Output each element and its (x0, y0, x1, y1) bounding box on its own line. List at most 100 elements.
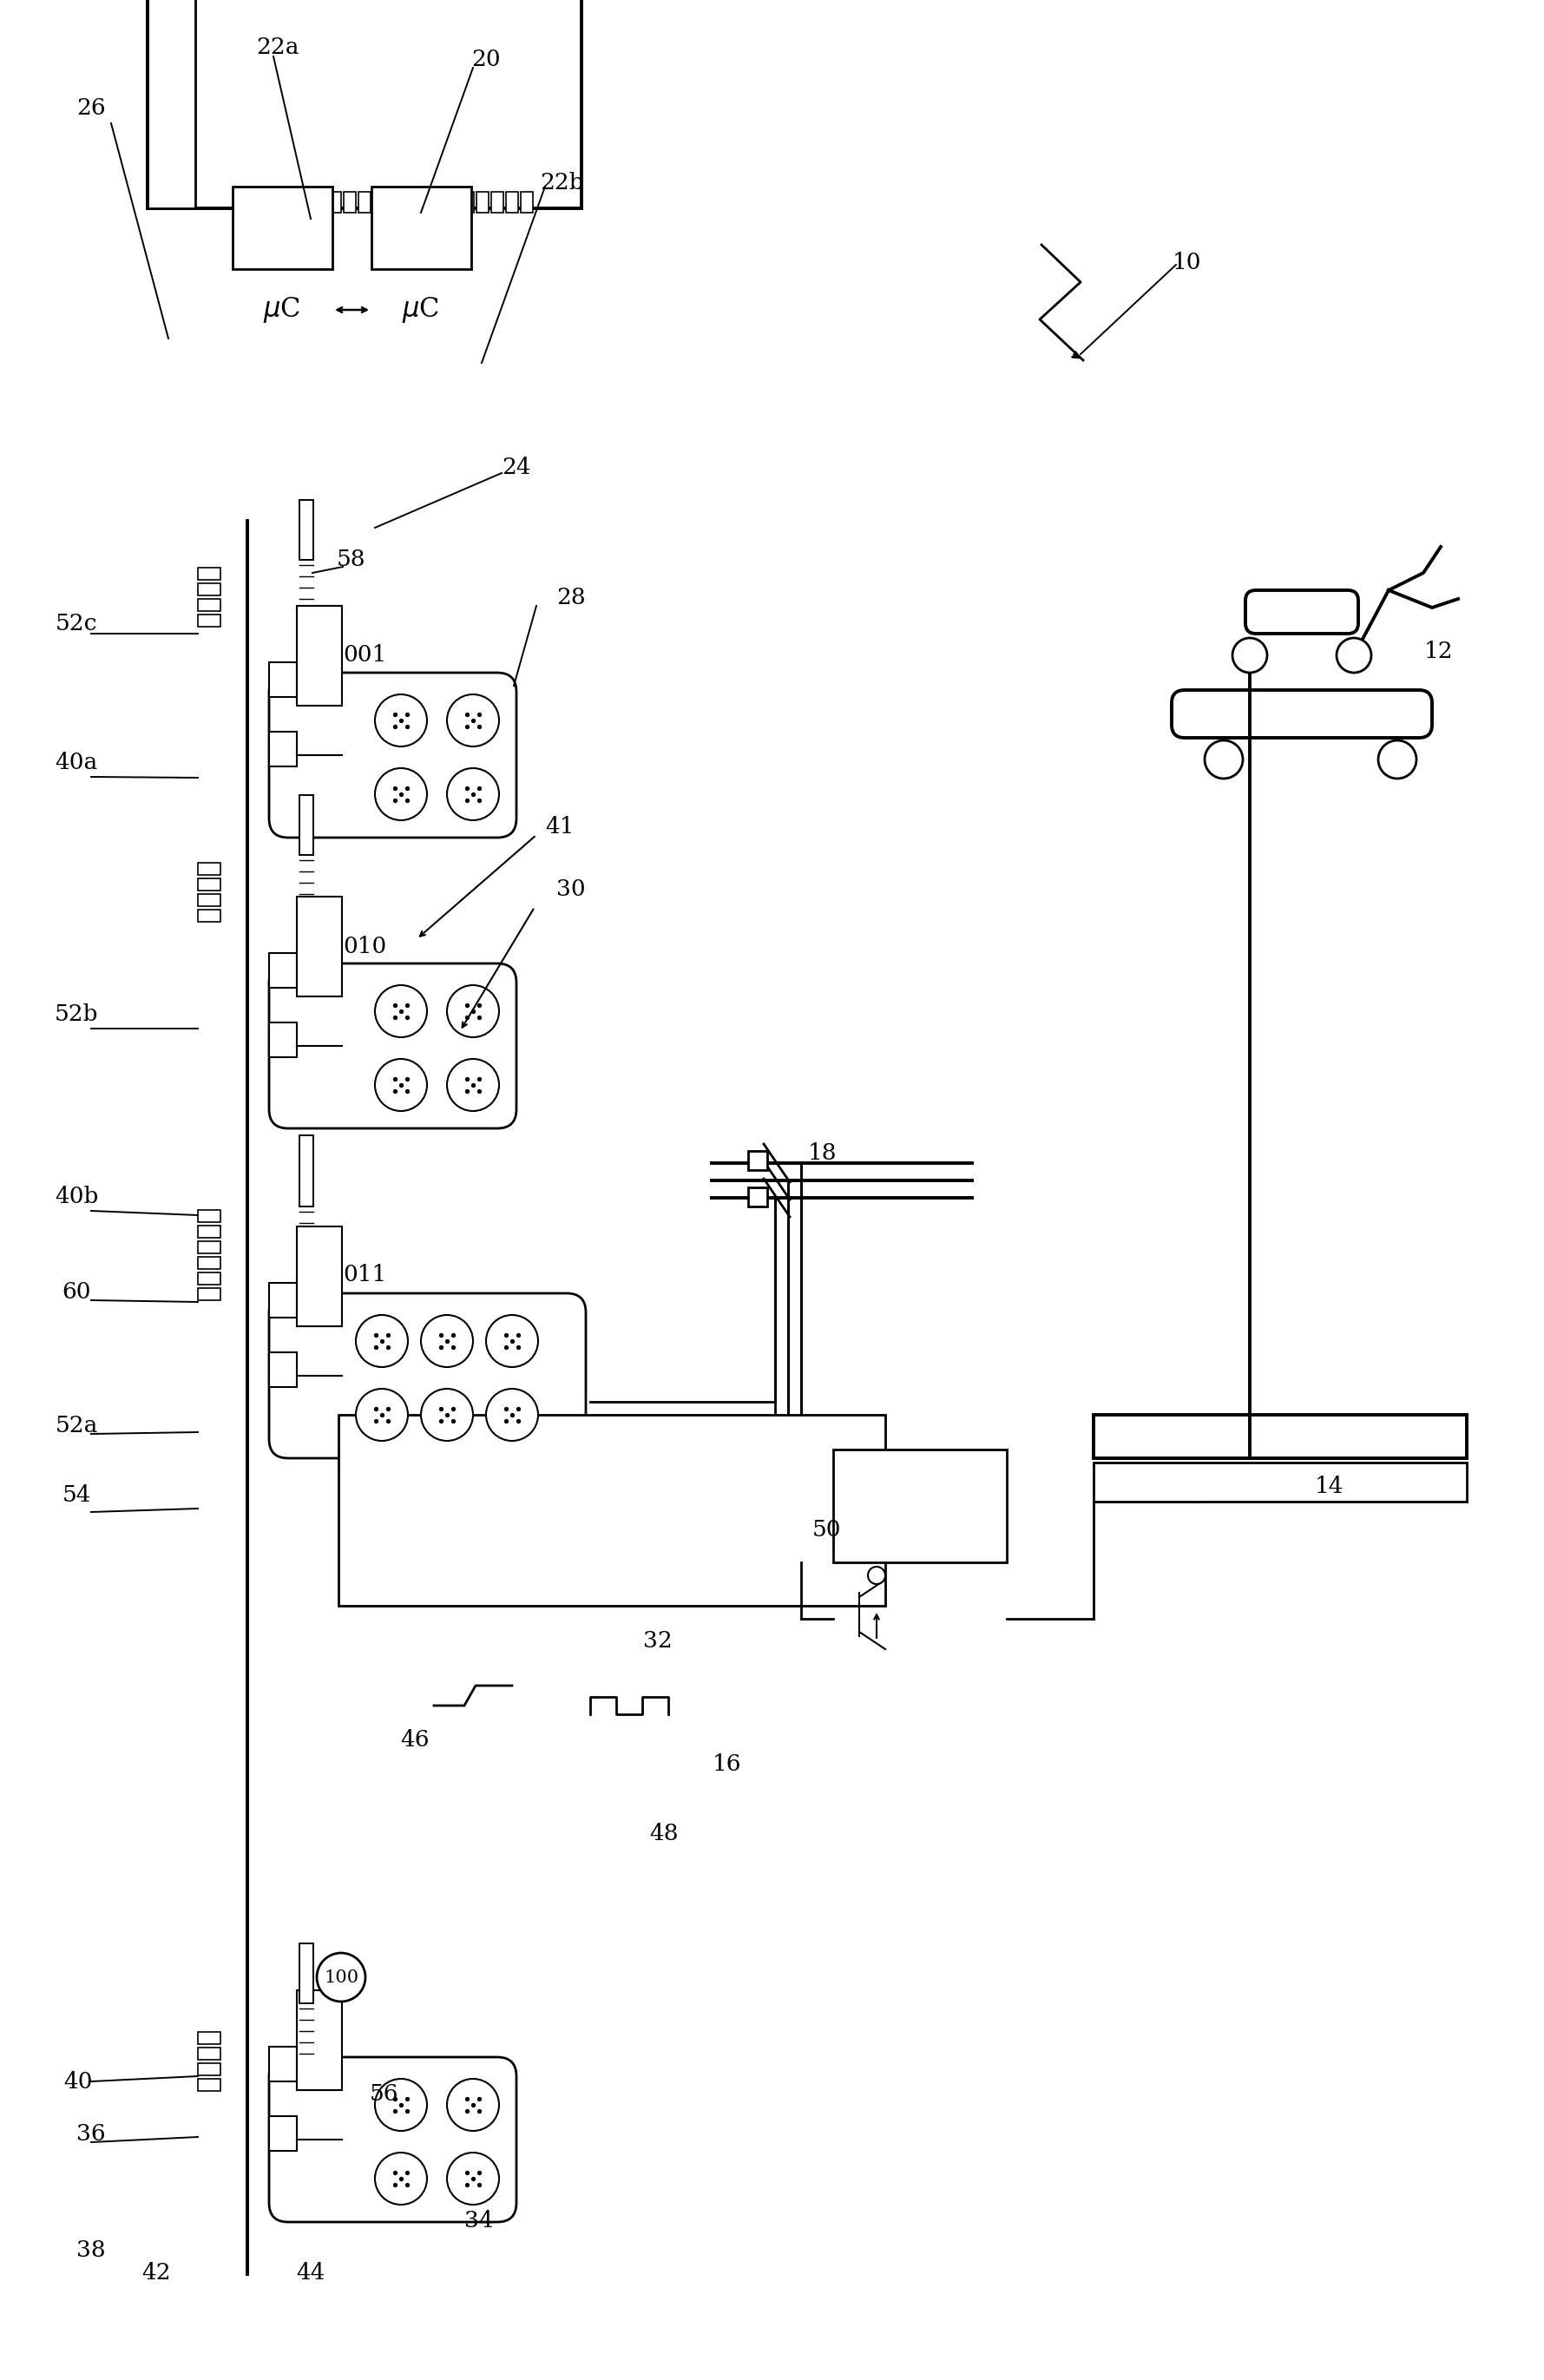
Bar (198, 1257, 221, 1269)
Text: 30: 30 (556, 878, 585, 900)
Text: 46: 46 (400, 1730, 429, 1752)
Bar (198, 600, 221, 612)
Bar (749, 1188, 767, 1207)
Text: 36: 36 (77, 2123, 105, 2144)
Text: $\mu$C: $\mu$C (401, 295, 440, 324)
Text: 56: 56 (369, 2082, 398, 2104)
Bar (269, 1352, 296, 1388)
Bar (198, 864, 221, 876)
Bar (358, 193, 371, 212)
Text: 14: 14 (1315, 1476, 1345, 1497)
Text: 26: 26 (77, 98, 105, 119)
Bar (269, 662, 296, 697)
Bar (300, 500, 313, 559)
Bar (198, 878, 221, 890)
Bar (198, 1242, 221, 1254)
Bar (462, 193, 474, 212)
Circle shape (375, 2078, 428, 2130)
Text: 22a: 22a (256, 36, 300, 60)
Bar (388, 193, 400, 212)
Circle shape (375, 985, 428, 1038)
Bar (296, 897, 341, 997)
Bar (269, 2047, 296, 2082)
FancyBboxPatch shape (1172, 690, 1431, 738)
Text: 24: 24 (502, 457, 531, 478)
Bar (417, 193, 429, 212)
Circle shape (422, 1390, 472, 1440)
Bar (198, 2078, 221, 2092)
Text: 40a: 40a (56, 752, 97, 774)
Circle shape (446, 769, 499, 821)
Bar (446, 193, 459, 212)
FancyBboxPatch shape (269, 964, 516, 1128)
Bar (374, 193, 386, 212)
Text: 28: 28 (556, 585, 585, 607)
Bar (300, 1135, 313, 1207)
Bar (148, 0, 195, 209)
Circle shape (317, 1954, 366, 2002)
Bar (269, 952, 296, 988)
Bar (491, 193, 503, 212)
Bar (269, 2116, 296, 2152)
Bar (269, 1283, 296, 1319)
Bar (198, 895, 221, 907)
Bar (296, 1990, 341, 2090)
Text: 22b: 22b (540, 171, 584, 193)
Text: 38: 38 (77, 2240, 105, 2261)
FancyBboxPatch shape (269, 674, 516, 838)
Text: 52b: 52b (54, 1002, 99, 1026)
Circle shape (1379, 740, 1416, 778)
Circle shape (486, 1390, 539, 1440)
Text: 34: 34 (465, 2209, 494, 2230)
Text: 60: 60 (62, 1280, 91, 1302)
Bar (198, 569, 221, 581)
Text: 20: 20 (471, 48, 500, 69)
Circle shape (446, 2078, 499, 2130)
Bar (198, 2063, 221, 2075)
Text: 10: 10 (1173, 252, 1201, 274)
Text: 18: 18 (808, 1142, 837, 1164)
Text: 010: 010 (343, 935, 386, 957)
Bar (198, 614, 221, 626)
Bar (296, 607, 341, 704)
Bar (313, 193, 326, 212)
Text: 16: 16 (713, 1754, 741, 1775)
Bar (148, 0, 582, 209)
Circle shape (1337, 638, 1371, 674)
Bar (329, 193, 341, 212)
Text: 44: 44 (296, 2261, 326, 2282)
Bar (198, 583, 221, 595)
Circle shape (422, 1316, 472, 1366)
Circle shape (1232, 638, 1268, 674)
Text: 50: 50 (812, 1518, 841, 1540)
Bar (432, 193, 445, 212)
Bar (198, 1209, 221, 1221)
FancyBboxPatch shape (269, 1292, 585, 1459)
Bar (338, 1414, 885, 1606)
Text: 42: 42 (142, 2261, 171, 2282)
Circle shape (446, 1059, 499, 1111)
Text: 48: 48 (650, 1823, 678, 1844)
Circle shape (446, 985, 499, 1038)
Circle shape (446, 695, 499, 747)
Text: 41: 41 (545, 816, 574, 838)
Text: $\mu$C: $\mu$C (264, 295, 301, 324)
Bar (506, 193, 519, 212)
Bar (198, 909, 221, 921)
Bar (300, 1944, 313, 2004)
Circle shape (375, 2152, 428, 2204)
Bar (477, 193, 488, 212)
Bar (269, 1023, 296, 1057)
Bar (749, 1152, 767, 1171)
FancyBboxPatch shape (269, 2056, 516, 2223)
Text: 58: 58 (337, 550, 366, 571)
Circle shape (355, 1390, 408, 1440)
Bar (296, 1226, 341, 1326)
Text: 40b: 40b (54, 1185, 99, 1207)
Text: 32: 32 (644, 1630, 673, 1652)
FancyBboxPatch shape (1246, 590, 1359, 633)
Text: 12: 12 (1425, 640, 1453, 662)
Circle shape (868, 1566, 885, 1585)
Text: 52c: 52c (56, 612, 97, 633)
Bar (344, 193, 355, 212)
